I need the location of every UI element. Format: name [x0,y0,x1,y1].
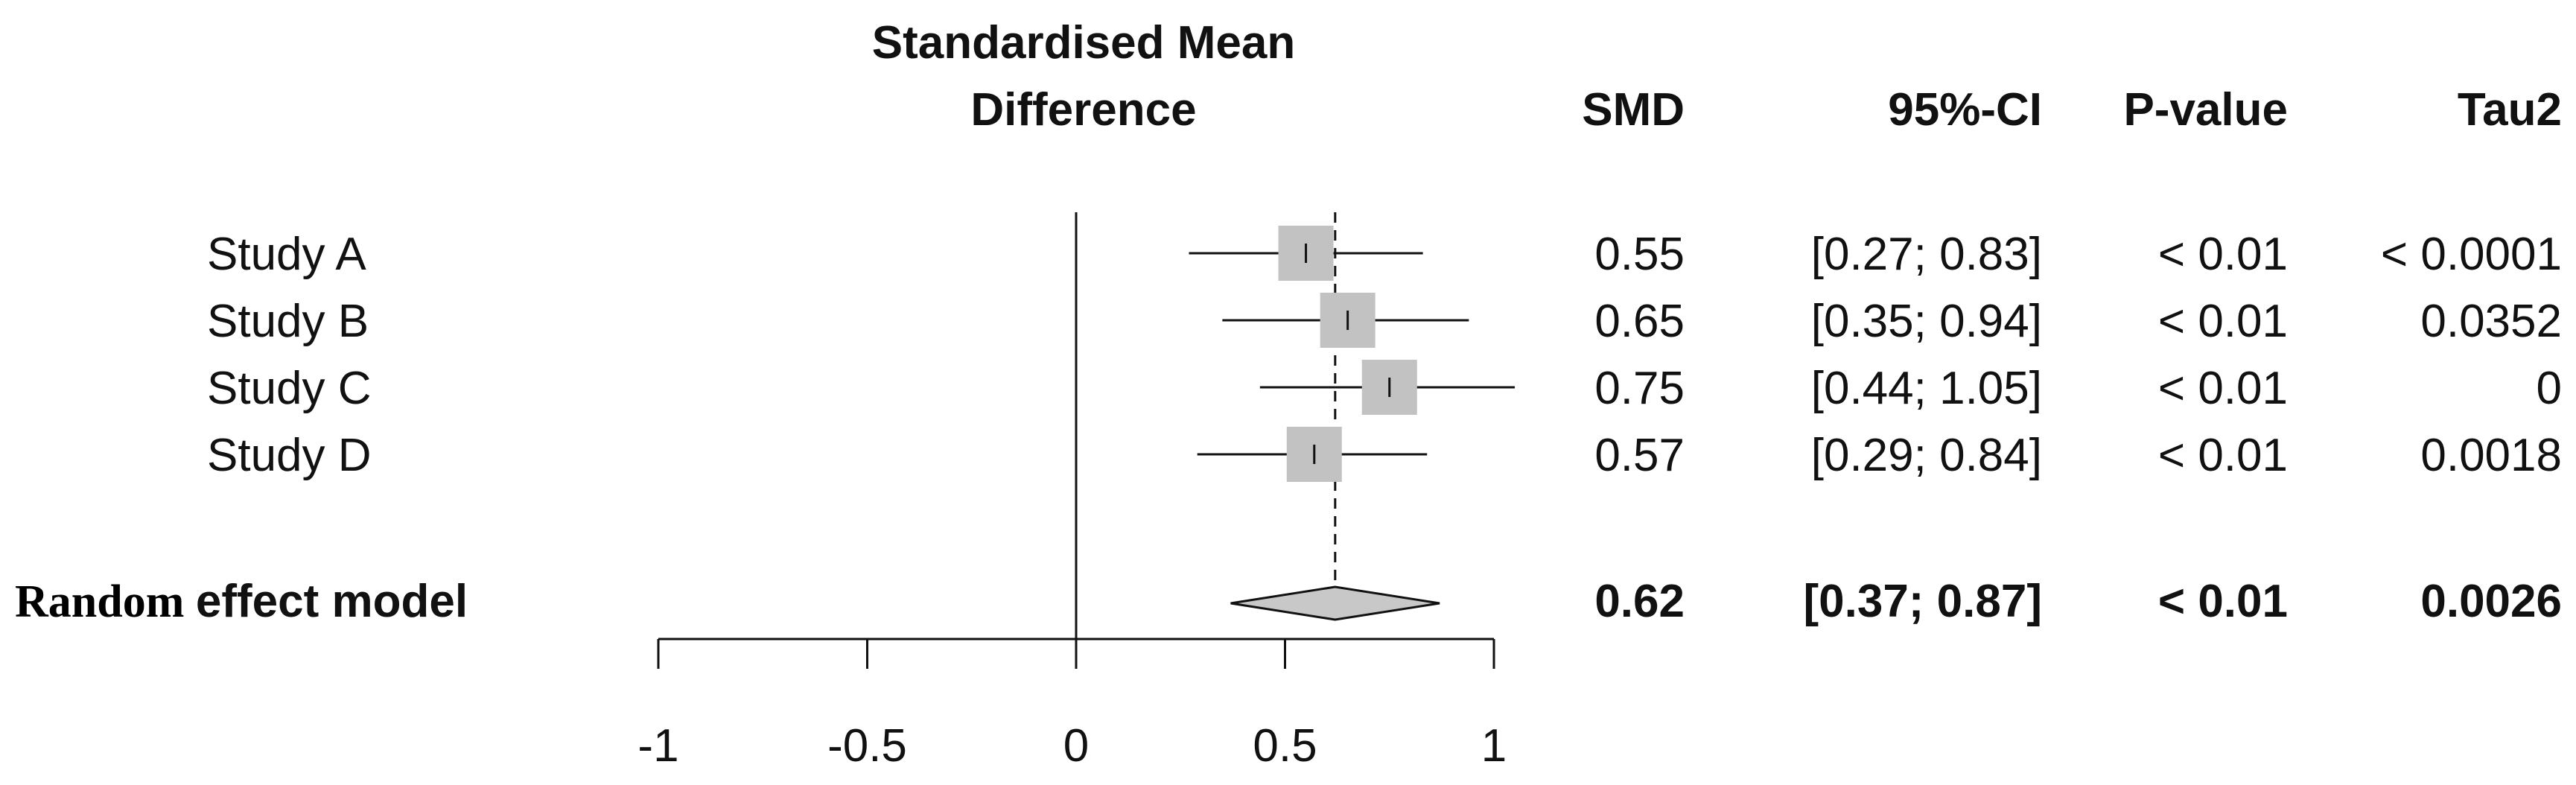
pooled-label-part2: effect model [196,576,468,627]
pooled-smd-value: 0.62 [1594,576,1685,627]
pvalue-value: < 0.01 [2158,363,2288,414]
plot-title-line2: Difference [970,84,1196,136]
pooled-ci-value: [0.37; 0.87] [1803,576,2042,627]
pooled-label: Random effect model [15,576,468,627]
study-label: Study A [207,229,366,280]
x-axis-tick-label: -1 [637,720,678,772]
study-label: Study C [207,363,372,414]
pooled-values: 0.62 [0.37; 0.87] < 0.01 0.0026 [1594,576,2562,627]
pooled-diamond [1230,585,1440,621]
smd-value: 0.55 [1594,229,1685,280]
tau2-value: < 0.0001 [2381,229,2562,280]
pooled-pvalue-value: < 0.01 [2158,576,2288,627]
x-axis-tick-label: 1 [1481,720,1507,772]
pvalue-value: < 0.01 [2158,430,2288,481]
ci-value: [0.27; 0.83] [1811,229,2042,280]
study-labels: Study A Study B Study C Study D [207,229,372,481]
plot-title-line1: Standardised Mean [872,17,1295,69]
smd-value: 0.75 [1594,363,1685,414]
x-axis-tick-label: -0.5 [827,720,907,772]
ci-value: [0.44; 1.05] [1811,363,2042,414]
pvalue-value: < 0.01 [2158,296,2288,347]
pvalue-column-header: P-value [2123,84,2288,136]
tau2-value: 0.0018 [2420,430,2562,481]
x-axis-tick-label: 0.5 [1253,720,1317,772]
x-axis-tick-label: 0 [1063,720,1089,772]
smd-column-header: SMD [1582,84,1685,136]
pvalue-value: < 0.01 [2158,229,2288,280]
pooled-tau2-value: 0.0026 [2420,576,2562,627]
study-values: 0.55 [0.27; 0.83] < 0.01 < 0.0001 0.65 [… [1594,229,2562,481]
tau2-value: 0 [2537,363,2562,414]
tau2-value: 0.0352 [2420,296,2562,347]
ci-value: [0.29; 0.84] [1811,430,2042,481]
study-label: Study D [207,430,372,481]
ci-value: [0.35; 0.94] [1811,296,2042,347]
pooled-label-part1: Random [15,576,184,627]
smd-value: 0.65 [1594,296,1685,347]
pooled-label-gap [184,576,196,627]
ci-column-header: 95%-CI [1888,84,2042,136]
study-label: Study B [207,296,369,347]
plot-area: -1 -0.5 0 0.5 1 [637,212,1516,772]
tau2-column-header: Tau2 [2458,84,2562,136]
smd-value: 0.57 [1594,430,1685,481]
